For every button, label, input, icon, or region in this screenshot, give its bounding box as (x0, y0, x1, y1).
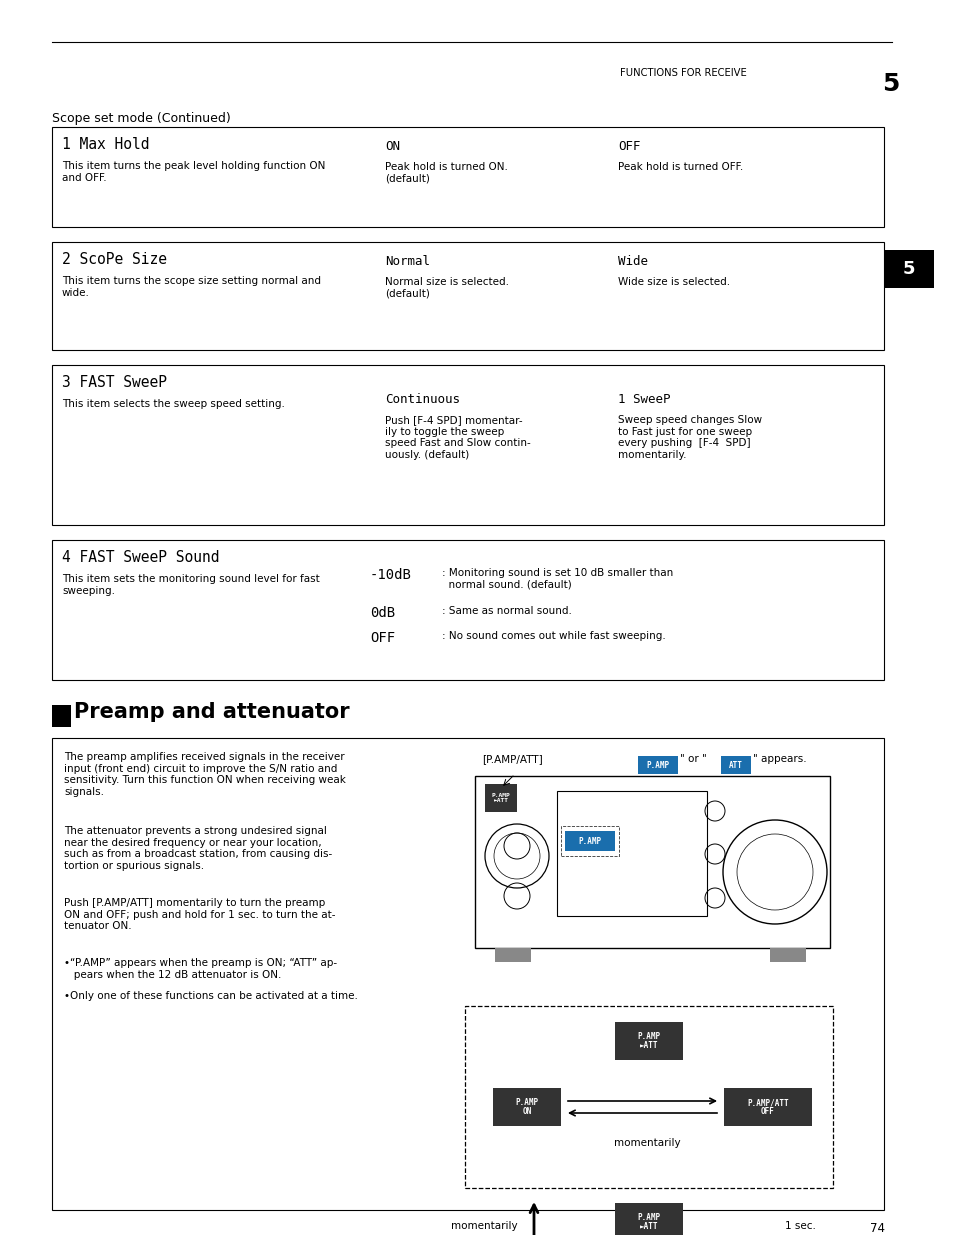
Text: : No sound comes out while fast sweeping.: : No sound comes out while fast sweeping… (441, 631, 665, 641)
Text: P.AMP
►ATT: P.AMP ►ATT (491, 793, 510, 803)
Bar (52, 739, 883, 1210)
Text: ATT: ATT (728, 761, 742, 769)
Text: Scope set mode (Continued): Scope set mode (Continued) (52, 112, 231, 125)
Text: P.AMP
►ATT: P.AMP ►ATT (637, 1213, 659, 1231)
Bar (52, 127, 883, 227)
Text: The attenuator prevents a strong undesired signal
near the desired frequency or : The attenuator prevents a strong undesir… (64, 826, 332, 871)
Text: " or ": " or " (679, 755, 706, 764)
Text: [P.AMP/ATT]: [P.AMP/ATT] (481, 755, 542, 764)
Bar (484, 784, 517, 811)
Text: Wide size is selected.: Wide size is selected. (618, 277, 729, 287)
Text: momentarily: momentarily (614, 1137, 680, 1149)
Text: This item sets the monitoring sound level for fast
sweeping.: This item sets the monitoring sound leve… (62, 574, 319, 595)
Text: 1 sec.: 1 sec. (784, 1221, 815, 1231)
Text: Preamp and attenuator: Preamp and attenuator (74, 701, 349, 722)
Text: Normal: Normal (385, 254, 430, 268)
Bar (52, 242, 883, 350)
Bar (720, 756, 750, 774)
Bar (615, 1023, 682, 1060)
Text: P.AMP
ON: P.AMP ON (515, 1098, 538, 1116)
Bar (493, 1088, 560, 1126)
Text: This item turns the scope size setting normal and
wide.: This item turns the scope size setting n… (62, 275, 320, 298)
Text: Normal size is selected.
(default): Normal size is selected. (default) (385, 277, 509, 299)
Bar (769, 948, 805, 962)
Text: P.AMP: P.AMP (646, 761, 669, 769)
Text: Push [F-4 SPD] momentar-
ily to toggle the sweep
speed Fast and Slow contin-
uou: Push [F-4 SPD] momentar- ily to toggle t… (385, 415, 530, 459)
Text: •“P.AMP” appears when the preamp is ON; “ATT” ap-
   pears when the 12 dB attenu: •“P.AMP” appears when the preamp is ON; … (64, 958, 336, 979)
Text: P.AMP
►ATT: P.AMP ►ATT (637, 1032, 659, 1050)
Bar (557, 790, 706, 916)
Text: •Only one of these functions can be activated at a time.: •Only one of these functions can be acti… (64, 990, 357, 1002)
Bar (615, 1203, 682, 1235)
Text: 0dB: 0dB (370, 606, 395, 620)
Text: 5: 5 (882, 72, 899, 96)
Bar (52, 366, 883, 525)
Text: momentarily: momentarily (451, 1221, 517, 1231)
Text: Wide: Wide (618, 254, 647, 268)
Text: Sweep speed changes Slow
to Fast just for one sweep
every pushing  [F-4  SPD]
mo: Sweep speed changes Slow to Fast just fo… (618, 415, 761, 459)
Text: : Monitoring sound is set 10 dB smaller than
  normal sound. (default): : Monitoring sound is set 10 dB smaller … (441, 568, 673, 589)
Text: Peak hold is turned ON.
(default): Peak hold is turned ON. (default) (385, 162, 507, 184)
Bar (52, 540, 883, 680)
Text: OFF: OFF (618, 140, 639, 153)
Text: The preamp amplifies received signals in the receiver
input (front end) circuit : The preamp amplifies received signals in… (64, 752, 346, 797)
Bar (638, 756, 678, 774)
Text: 1 SweeP: 1 SweeP (618, 393, 670, 406)
Bar (475, 776, 829, 948)
Text: Push [P.AMP/ATT] momentarily to turn the preamp
ON and OFF; push and hold for 1 : Push [P.AMP/ATT] momentarily to turn the… (64, 898, 335, 931)
Bar (464, 1007, 832, 1188)
Text: This item turns the peak level holding function ON
and OFF.: This item turns the peak level holding f… (62, 161, 325, 183)
Bar (564, 831, 615, 851)
Text: P.AMP/ATT
OFF: P.AMP/ATT OFF (746, 1098, 788, 1116)
Text: -10dB: -10dB (370, 568, 412, 582)
Text: ON: ON (385, 140, 399, 153)
Text: Continuous: Continuous (385, 393, 459, 406)
Bar (560, 826, 618, 856)
Bar (52, 705, 71, 727)
Text: This item selects the sweep speed setting.: This item selects the sweep speed settin… (62, 399, 285, 409)
Text: " appears.: " appears. (752, 755, 806, 764)
Text: : Same as normal sound.: : Same as normal sound. (441, 606, 571, 616)
Text: OFF: OFF (370, 631, 395, 645)
Bar (723, 1088, 811, 1126)
Text: 74: 74 (869, 1221, 884, 1235)
Text: 2 ScoPe Size: 2 ScoPe Size (62, 252, 167, 267)
Text: Peak hold is turned OFF.: Peak hold is turned OFF. (618, 162, 742, 172)
Text: FUNCTIONS FOR RECEIVE: FUNCTIONS FOR RECEIVE (619, 68, 746, 78)
Text: 4 FAST SweeP Sound: 4 FAST SweeP Sound (62, 550, 219, 564)
Text: P.AMP: P.AMP (578, 836, 601, 846)
Text: 5: 5 (902, 261, 914, 278)
Text: 3 FAST SweeP: 3 FAST SweeP (62, 375, 167, 390)
Bar (495, 948, 531, 962)
Bar (883, 249, 933, 288)
Text: 1 Max Hold: 1 Max Hold (62, 137, 150, 152)
